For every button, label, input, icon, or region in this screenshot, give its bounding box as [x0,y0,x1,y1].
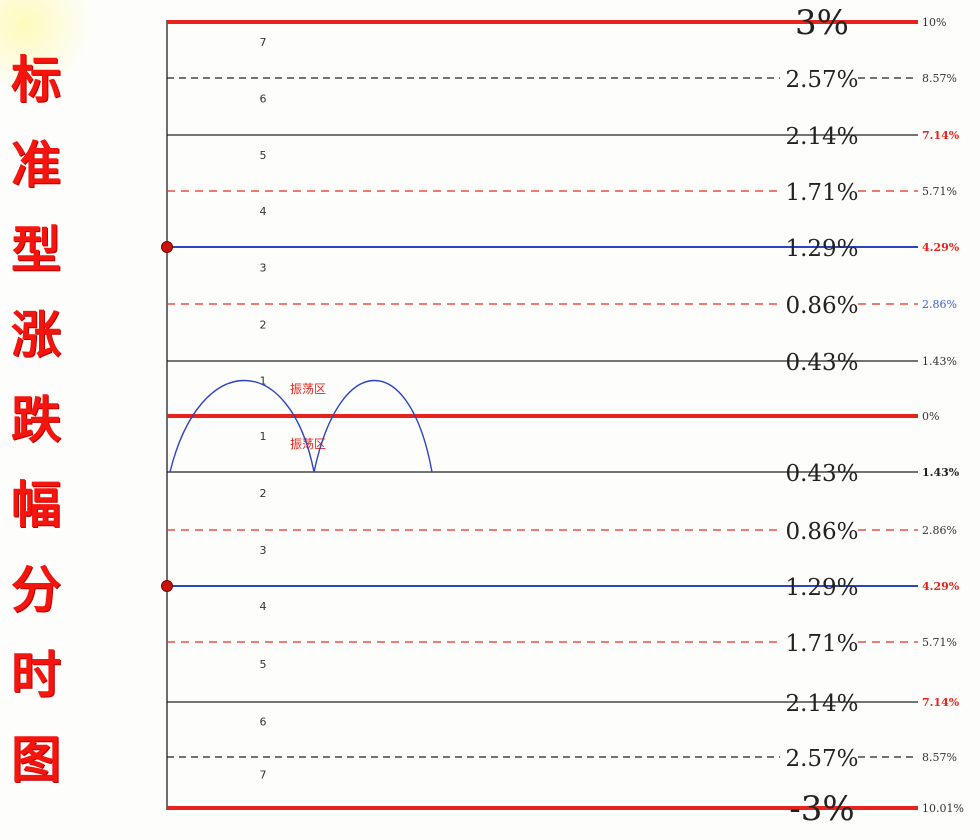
band-number: 7 [260,36,267,49]
band-number: 2 [260,319,267,332]
band-number: 5 [260,149,267,162]
level-mid-label: 2.14% [785,691,858,717]
band-number: 2 [260,487,267,500]
level-right-label: 1.43% [922,466,960,479]
title-char: 型 [11,221,61,279]
zone-label: 振荡区 [290,437,326,451]
band-number: 7 [260,769,267,782]
oscillation-arc [169,380,315,473]
level-right-label: 4.29% [922,580,960,593]
level-right-label: 7.14% [922,129,960,142]
level-right-label: 10.01% [922,802,964,815]
level-mid-label: 1.71% [785,631,858,657]
level-mid-label: 1.29% [785,575,858,601]
level-mid-label: 1.71% [785,180,858,206]
level-right-label: 8.57% [922,72,957,85]
band-number: 3 [260,262,267,275]
vertical-title: 标准型涨跌幅分时图 [0,38,72,803]
level-mid-label: 2.14% [785,124,858,150]
title-char: 时 [11,646,61,704]
band-number: 1 [260,375,267,388]
level-mid-label: 2.57% [785,67,858,93]
level-right-label: 2.86% [922,298,957,311]
band-number: 5 [260,658,267,671]
title-char: 图 [11,731,61,789]
band-number: 6 [260,93,267,106]
level-mid-label: 0.86% [785,293,858,319]
oscillation-arc [313,379,433,473]
band-number: 4 [260,600,267,613]
level-mid-label: 3% [795,3,849,43]
level-right-label: 8.57% [922,751,957,764]
level-mid-label: 0.43% [785,461,858,487]
level-mid-label: 0.43% [785,350,858,376]
title-char: 标 [11,51,61,109]
zone-label: 振荡区 [290,382,326,396]
title-char: 分 [11,561,61,619]
title-char: 涨 [11,306,61,364]
level-mid-label: -3% [789,789,854,829]
level-right-label: 5.71% [922,185,957,198]
level-right-label: 4.29% [922,241,960,254]
level-right-label: 5.71% [922,636,957,649]
title-char: 准 [11,136,61,194]
level-right-label: 7.14% [922,696,960,709]
level-marker [161,241,173,253]
band-number: 3 [260,544,267,557]
title-char: 幅 [11,476,61,534]
level-right-label: 10% [922,16,946,29]
band-number: 6 [260,716,267,729]
band-number: 4 [260,205,267,218]
level-mid-label: 2.57% [785,746,858,772]
title-char: 跌 [11,391,61,449]
level-mid-label: 0.86% [785,519,858,545]
level-mid-label: 1.29% [785,236,858,262]
level-marker [161,580,173,592]
level-right-label: 2.86% [922,524,957,537]
level-right-label: 1.43% [922,355,957,368]
level-right-label: 0% [922,410,939,423]
band-number: 1 [260,430,267,443]
